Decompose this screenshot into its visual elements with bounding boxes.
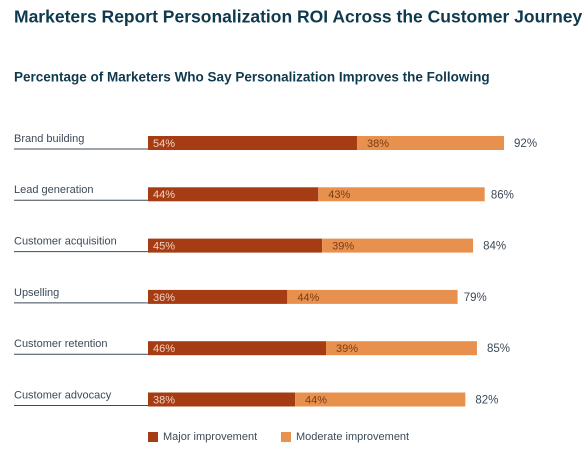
- value-label: 44%: [297, 292, 319, 304]
- legend-swatch: [281, 432, 291, 442]
- bar-segment: [356, 136, 505, 150]
- value-label: 36%: [153, 292, 175, 304]
- category-label: Customer retention: [14, 338, 108, 350]
- bar-segment: [322, 238, 474, 253]
- value-label: 43%: [328, 189, 350, 201]
- bar-segment: [326, 341, 477, 356]
- total-label: 82%: [475, 395, 498, 407]
- value-label: 38%: [367, 138, 389, 150]
- total-label: 84%: [483, 241, 506, 253]
- chart-subtitle: Percentage of Marketers Who Say Personal…: [14, 70, 490, 85]
- bar-segment: [318, 187, 485, 202]
- bar-segment: [148, 392, 296, 407]
- total-label: 92%: [514, 138, 537, 150]
- bar-segment: [148, 289, 288, 304]
- category-label: Customer acquisition: [14, 236, 117, 248]
- value-label: 39%: [336, 343, 358, 355]
- value-label: 39%: [332, 241, 354, 253]
- value-label: 38%: [153, 394, 175, 406]
- category-label: Customer advocacy: [14, 389, 112, 401]
- bar-segment: [148, 341, 327, 356]
- category-label: Lead generation: [14, 184, 94, 196]
- total-label: 79%: [464, 292, 487, 304]
- chart-title: Marketers Report Personalization ROI Acr…: [14, 7, 583, 27]
- total-label: 85%: [487, 343, 510, 355]
- legend-label: Moderate improvement: [296, 431, 409, 443]
- category-label: Brand building: [14, 133, 84, 145]
- legend-swatch: [148, 432, 158, 442]
- bar-segment: [148, 238, 323, 253]
- value-label: 46%: [153, 343, 175, 355]
- value-label: 54%: [153, 138, 175, 150]
- value-label: 44%: [305, 394, 327, 406]
- bar-segment: [148, 187, 319, 202]
- total-label: 86%: [491, 189, 514, 201]
- value-label: 45%: [153, 241, 175, 253]
- bar-segment: [295, 392, 466, 407]
- value-label: 44%: [153, 189, 175, 201]
- category-label: Upselling: [14, 287, 59, 299]
- legend-label: Major improvement: [163, 431, 257, 443]
- bar-segment: [148, 136, 357, 150]
- bar-segment: [287, 289, 458, 304]
